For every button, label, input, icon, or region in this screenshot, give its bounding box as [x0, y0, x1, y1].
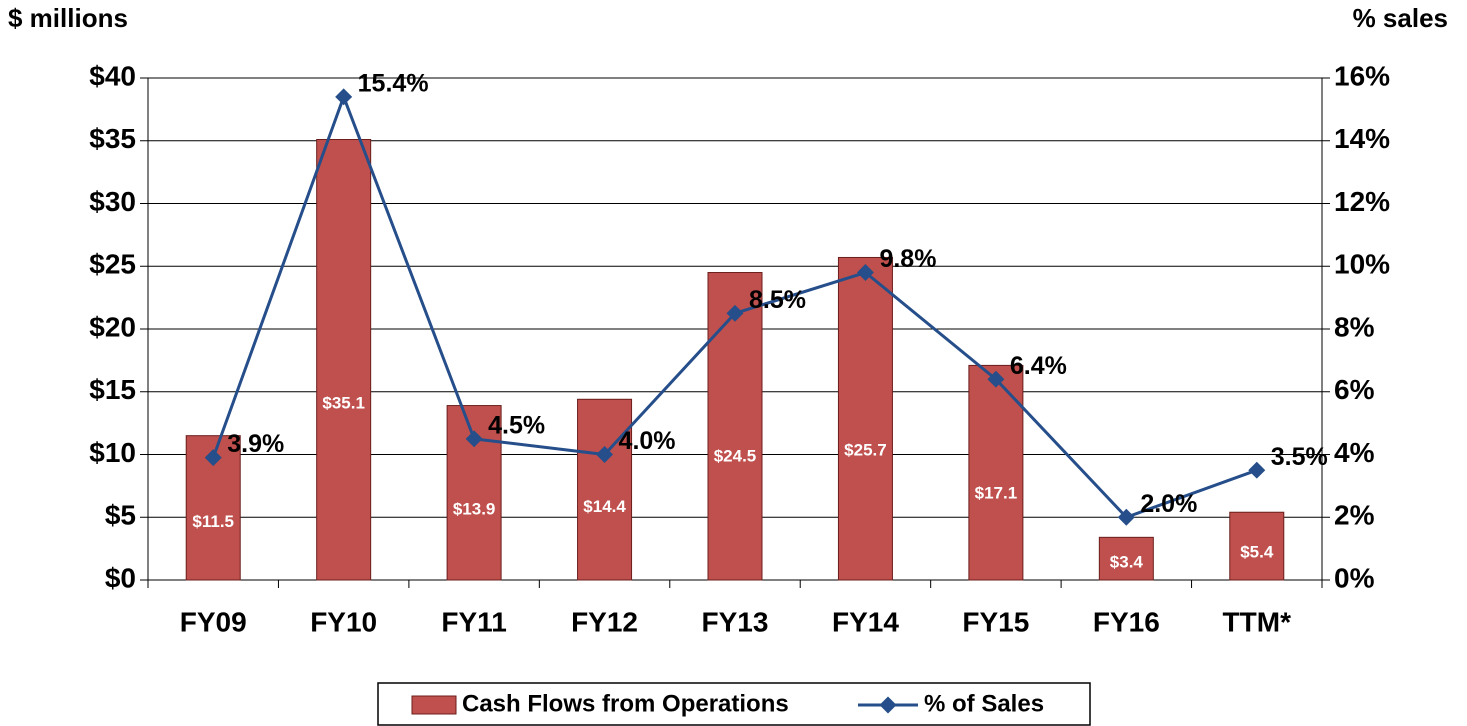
- line-marker: [596, 446, 614, 463]
- line-value-label: 2.0%: [1140, 490, 1197, 518]
- y-tick-label: $20: [89, 311, 136, 342]
- line-value-label: 3.9%: [227, 430, 284, 458]
- bar-value-label: $14.4: [583, 497, 626, 516]
- y-tick-label: $15: [89, 374, 136, 405]
- y-axis-label: $ millions: [8, 3, 128, 33]
- y-tick-label: $40: [89, 60, 136, 91]
- y2-tick-label: 2%: [1334, 500, 1375, 531]
- legend-label: % of Sales: [924, 690, 1044, 717]
- x-tick-label: FY14: [832, 606, 899, 637]
- line-value-label: 15.4%: [358, 69, 429, 97]
- y-tick-label: $5: [105, 500, 136, 531]
- line-marker: [1117, 508, 1135, 526]
- x-tick-label: FY12: [571, 606, 638, 637]
- y-tick-label: $30: [89, 186, 136, 217]
- y2-tick-label: 10%: [1334, 249, 1390, 280]
- line-marker: [726, 304, 744, 322]
- x-tick-label: FY13: [702, 606, 769, 637]
- bar-value-label: $17.1: [975, 484, 1018, 503]
- line-marker: [1248, 461, 1266, 479]
- y-tick-label: $10: [89, 437, 136, 468]
- y2-tick-label: 4%: [1334, 437, 1375, 468]
- x-tick-label: TTM*: [1223, 606, 1292, 637]
- y2-tick-label: 6%: [1334, 374, 1375, 405]
- line-value-label: 3.5%: [1271, 443, 1328, 471]
- y-tick-label: $0: [105, 562, 136, 593]
- bar: [968, 364, 1024, 581]
- line-value-label: 4.0%: [619, 427, 676, 455]
- x-tick-label: FY10: [310, 606, 377, 637]
- line-marker: [465, 430, 483, 448]
- x-tick-label: FY16: [1093, 606, 1160, 637]
- line-marker: [335, 88, 353, 106]
- line-marker: [204, 449, 222, 467]
- bar-value-label: $24.5: [714, 446, 757, 465]
- bar: [707, 272, 763, 581]
- y2-tick-label: 0%: [1334, 562, 1375, 593]
- legend-swatch: [411, 695, 457, 715]
- bar-value-label: $3.4: [1110, 552, 1144, 571]
- x-tick-label: FY09: [180, 606, 247, 637]
- line-value-label: 6.4%: [1010, 352, 1067, 380]
- bar: [1098, 536, 1154, 581]
- bar: [1229, 511, 1285, 581]
- x-tick-label: FY11: [441, 606, 506, 637]
- bar: [577, 398, 633, 581]
- y-tick-label: $35: [89, 123, 136, 154]
- x-tick-label: FY15: [962, 606, 1029, 637]
- y-tick-label: $25: [89, 249, 136, 280]
- legend-marker: [879, 696, 897, 714]
- bar-value-label: $5.4: [1240, 542, 1274, 561]
- bar-value-label: $35.1: [322, 393, 365, 412]
- bar-value-label: $25.7: [844, 440, 887, 459]
- y2-tick-label: 8%: [1334, 311, 1375, 342]
- y2-tick-label: 14%: [1334, 123, 1390, 154]
- bar: [316, 138, 372, 581]
- line-value-label: 8.5%: [749, 286, 806, 314]
- line-marker: [987, 370, 1005, 388]
- bar-value-label: $11.5: [192, 512, 234, 531]
- line-marker: [856, 264, 874, 282]
- legend-label: Cash Flows from Operations: [462, 690, 789, 717]
- y2-axis-label: % sales: [1353, 3, 1448, 33]
- bar-value-label: $13.9: [453, 500, 496, 519]
- y2-tick-label: 12%: [1334, 186, 1390, 217]
- y2-tick-label: 16%: [1334, 60, 1390, 91]
- line-value-label: 4.5%: [488, 411, 545, 439]
- legend-box: [377, 682, 1091, 726]
- line-value-label: 9.8%: [879, 245, 936, 273]
- bar: [837, 256, 893, 581]
